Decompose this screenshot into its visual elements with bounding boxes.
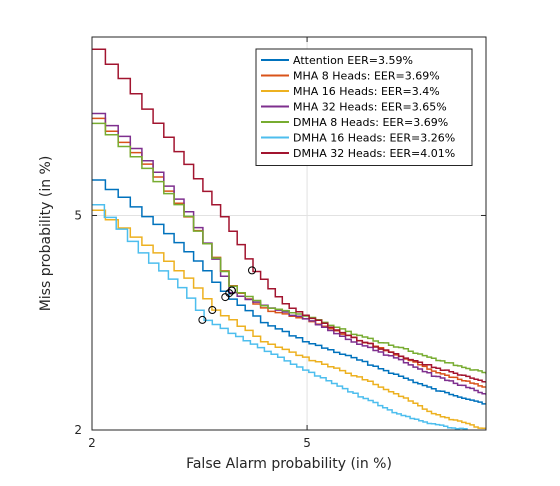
x-tick-label: 5 (303, 436, 311, 450)
axes-frame (91, 36, 487, 431)
eer-markers (198, 266, 257, 324)
y-tick-label: 5 (74, 208, 82, 222)
legend-entry: DMHA 8 Heads: EER=3.69% (293, 116, 448, 129)
legend-entry: MHA 32 Heads: EER=3.65% (293, 101, 447, 114)
eer-point-marker (208, 305, 217, 314)
series-line (92, 179, 486, 405)
eer-point-marker (198, 315, 207, 324)
x-axis-label: False Alarm probability (in %) (186, 456, 392, 472)
eer-point-marker (227, 286, 236, 295)
legend: Attention EER=3.59% MHA 8 Heads: EER=3.69… (255, 48, 473, 166)
legend-box (255, 48, 473, 166)
series-line (92, 48, 486, 383)
eer-point-marker (248, 266, 257, 275)
series-line (92, 204, 468, 430)
series-line (92, 122, 486, 375)
legend-entry: MHA 8 Heads: EER=3.69% (293, 70, 440, 83)
x-tick-label: 2 (88, 436, 96, 450)
series-line (92, 209, 486, 430)
legend-entry: DMHA 32 Heads: EER=4.01% (293, 147, 455, 160)
legend-entry: DMHA 16 Heads: EER=3.26% (293, 132, 455, 145)
y-axis-label: Miss probability (in %) (38, 156, 54, 312)
ticks: 2 5 2 5 (74, 37, 486, 450)
legend-entry: MHA 16 Heads: EER=3.4% (293, 85, 440, 98)
legend-entry: Attention EER=3.59% (293, 54, 413, 67)
eer-point-marker (225, 289, 234, 298)
y-tick-label: 2 (74, 423, 82, 437)
series-lines (92, 48, 486, 430)
